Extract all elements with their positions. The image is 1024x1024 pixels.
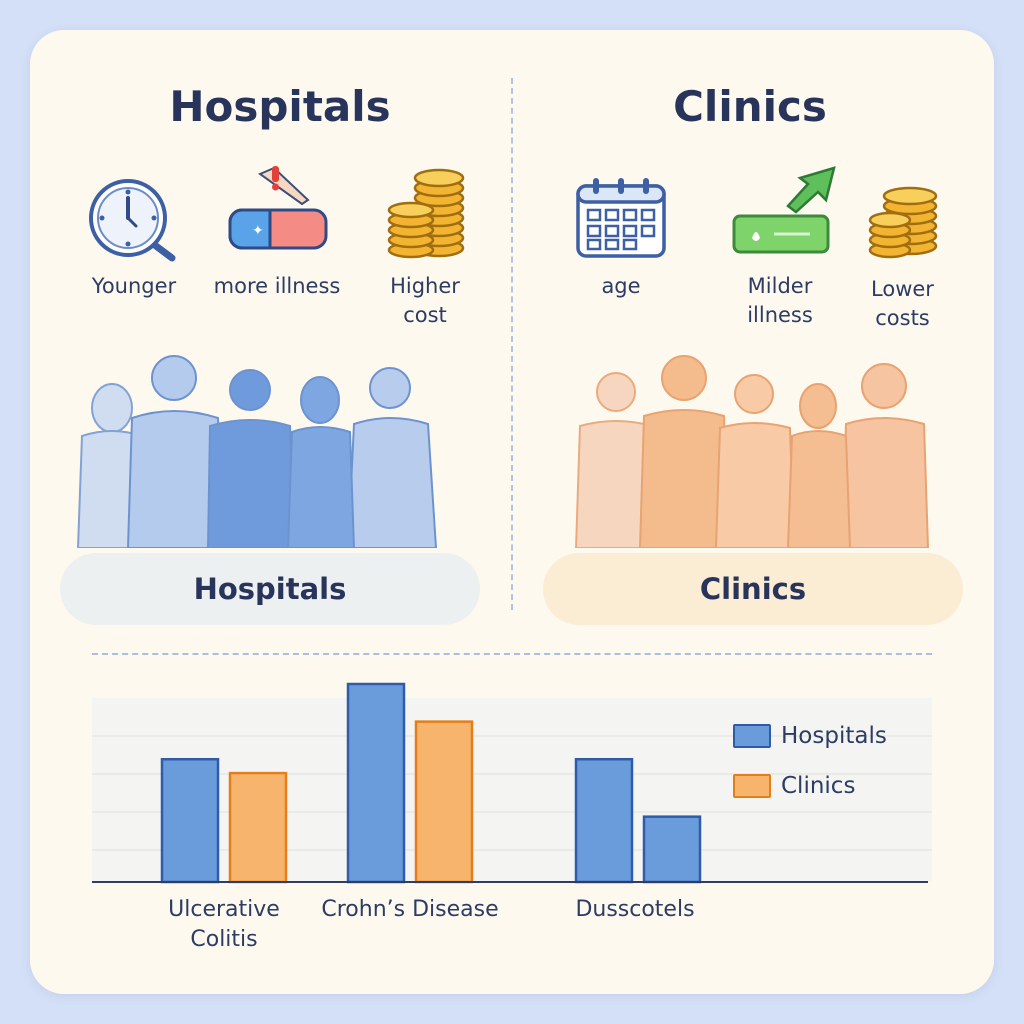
bar-hospitals-1 bbox=[160, 757, 220, 884]
thermometer-icon: ✦ bbox=[226, 162, 332, 258]
plant-arrow-icon bbox=[730, 164, 836, 260]
bar-hospitals-2 bbox=[346, 682, 406, 884]
legend-label: Clinics bbox=[781, 773, 856, 799]
legend-item-hospitals: Hospitals bbox=[733, 723, 887, 749]
legend-item-clinics: Clinics bbox=[733, 773, 855, 799]
legend-swatch-clinics bbox=[733, 774, 771, 798]
bar-clinics-1 bbox=[228, 771, 288, 884]
legend-label: Hospitals bbox=[781, 723, 887, 749]
feature-caption-age: age bbox=[601, 274, 641, 298]
vertical-divider bbox=[511, 78, 513, 610]
hospitals-title: Hospitals bbox=[169, 82, 391, 131]
calendar-icon bbox=[575, 176, 667, 264]
x-tick-label: Dusscotels bbox=[575, 897, 695, 922]
clinics-label-pill: Clinics bbox=[543, 553, 963, 625]
x-tick-label: Ulcerative Colitis bbox=[168, 897, 280, 952]
feature-caption-higher-cost: Higher cost bbox=[390, 274, 460, 327]
feature-caption-more-illness: more illness bbox=[213, 274, 341, 298]
clinics-pill-label: Clinics bbox=[699, 572, 807, 606]
bar-clinics-3 bbox=[642, 815, 702, 884]
clock-icon bbox=[88, 176, 180, 268]
horizontal-divider bbox=[92, 653, 932, 655]
hospital-patients-group bbox=[72, 348, 444, 552]
bar-hospitals-3 bbox=[574, 757, 634, 884]
bar-clinics-2 bbox=[414, 720, 474, 884]
coin-stack-icon bbox=[866, 182, 942, 264]
hospitals-label-pill: Hospitals bbox=[60, 553, 480, 625]
clinics-title: Clinics bbox=[673, 82, 827, 131]
hospitals-pill-label: Hospitals bbox=[193, 572, 347, 606]
chart-bars bbox=[160, 682, 702, 884]
clinic-patients-group bbox=[572, 350, 932, 552]
feature-caption-younger: Younger bbox=[91, 274, 177, 298]
x-tick-label: Crohn’s Disease bbox=[321, 897, 499, 922]
legend-swatch-hospitals bbox=[733, 724, 771, 748]
svg-text:✦: ✦ bbox=[252, 223, 264, 239]
feature-caption-lower-costs: Lower costs bbox=[871, 277, 934, 330]
coin-stack-icon bbox=[385, 168, 467, 264]
feature-caption-milder-illness: Milder illness bbox=[747, 274, 813, 327]
